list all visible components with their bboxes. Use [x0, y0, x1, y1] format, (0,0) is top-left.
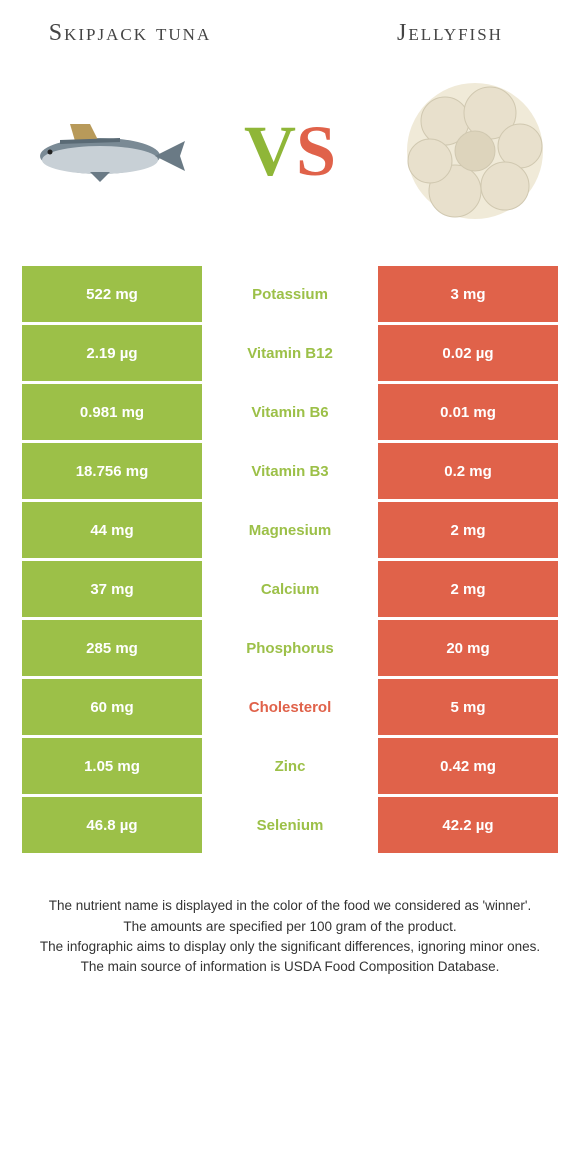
nutrient-label: Vitamin B12 [202, 325, 378, 381]
footer-line: The infographic aims to display only the… [30, 937, 550, 957]
right-value: 0.02 µg [378, 325, 558, 381]
left-value: 37 mg [22, 561, 202, 617]
left-food-image [20, 71, 190, 231]
nutrient-label: Cholesterol [202, 679, 378, 735]
right-value: 2 mg [378, 561, 558, 617]
nutrient-label: Phosphorus [202, 620, 378, 676]
right-value: 0.42 mg [378, 738, 558, 794]
footer-notes: The nutrient name is displayed in the co… [0, 856, 580, 997]
nutrient-label: Calcium [202, 561, 378, 617]
right-value: 3 mg [378, 266, 558, 322]
left-value: 60 mg [22, 679, 202, 735]
left-value: 2.19 µg [22, 325, 202, 381]
nutrient-label: Magnesium [202, 502, 378, 558]
vs-letter-v: V [244, 111, 296, 191]
table-row: 37 mgCalcium2 mg [22, 561, 558, 617]
nutrient-label: Vitamin B3 [202, 443, 378, 499]
right-value: 2 mg [378, 502, 558, 558]
table-row: 522 mgPotassium3 mg [22, 266, 558, 322]
nutrient-label: Potassium [202, 266, 378, 322]
right-food-title: Jellyfish [350, 20, 550, 46]
nutrient-label: Selenium [202, 797, 378, 853]
table-row: 18.756 mgVitamin B30.2 mg [22, 443, 558, 499]
footer-line: The main source of information is USDA F… [30, 957, 550, 977]
vs-badge: VS [244, 115, 336, 187]
left-value: 0.981 mg [22, 384, 202, 440]
right-value: 5 mg [378, 679, 558, 735]
footer-line: The amounts are specified per 100 gram o… [30, 917, 550, 937]
table-row: 2.19 µgVitamin B120.02 µg [22, 325, 558, 381]
left-value: 46.8 µg [22, 797, 202, 853]
tuna-icon [20, 116, 190, 186]
left-value: 1.05 mg [22, 738, 202, 794]
table-row: 285 mgPhosphorus20 mg [22, 620, 558, 676]
left-value: 44 mg [22, 502, 202, 558]
jellyfish-icon [395, 71, 555, 231]
right-food-image [390, 71, 560, 231]
right-value: 0.2 mg [378, 443, 558, 499]
table-row: 46.8 µgSelenium42.2 µg [22, 797, 558, 853]
right-value: 20 mg [378, 620, 558, 676]
images-row: VS [0, 56, 580, 266]
right-value: 0.01 mg [378, 384, 558, 440]
table-row: 44 mgMagnesium2 mg [22, 502, 558, 558]
vs-letter-s: S [296, 111, 336, 191]
left-value: 18.756 mg [22, 443, 202, 499]
header: Skipjack tuna Jellyfish [0, 0, 580, 56]
footer-line: The nutrient name is displayed in the co… [30, 896, 550, 916]
table-row: 60 mgCholesterol5 mg [22, 679, 558, 735]
nutrient-label: Vitamin B6 [202, 384, 378, 440]
right-value: 42.2 µg [378, 797, 558, 853]
table-row: 1.05 mgZinc0.42 mg [22, 738, 558, 794]
left-value: 285 mg [22, 620, 202, 676]
nutrient-table: 522 mgPotassium3 mg2.19 µgVitamin B120.0… [22, 266, 558, 853]
table-row: 0.981 mgVitamin B60.01 mg [22, 384, 558, 440]
left-value: 522 mg [22, 266, 202, 322]
left-food-title: Skipjack tuna [30, 20, 230, 46]
nutrient-label: Zinc [202, 738, 378, 794]
